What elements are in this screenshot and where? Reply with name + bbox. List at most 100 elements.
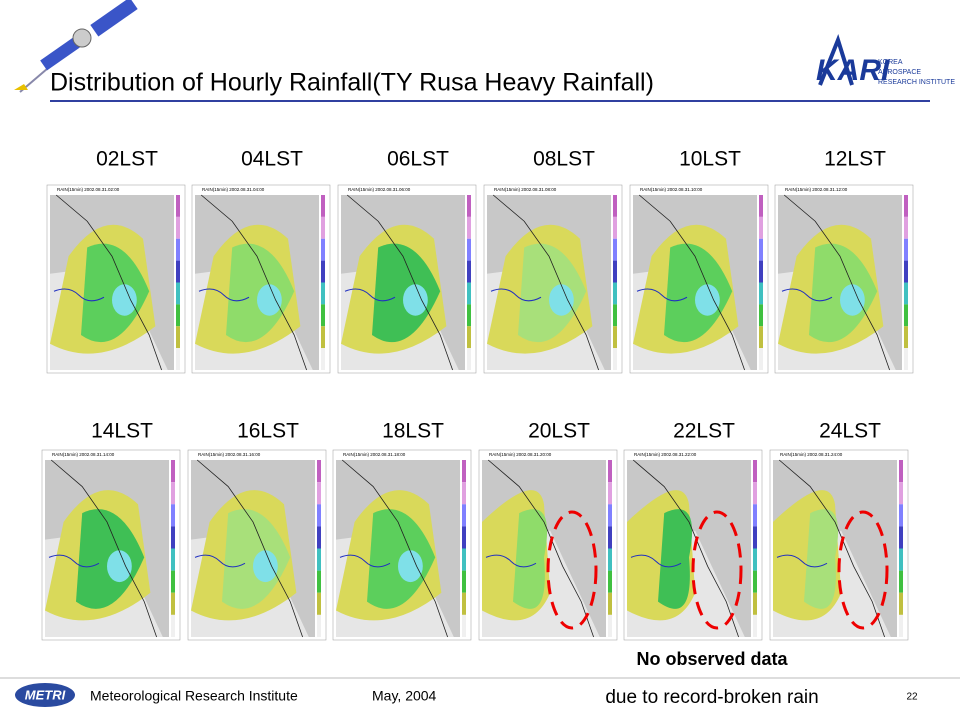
panel-caption: RAIN(15min) 2002.08.31.12:00	[785, 187, 848, 192]
colorbar-cell	[608, 548, 612, 571]
time-label: 16LST	[237, 420, 299, 443]
panel-caption: RAIN(15min) 2002.08.31.06:00	[348, 187, 411, 192]
colorbar-cell	[321, 326, 325, 349]
colorbar-cell	[467, 304, 471, 327]
colorbar-cell	[176, 282, 180, 305]
map-panel: RAIN(15min) 2002.08.31.10:00	[629, 184, 769, 374]
panel-caption: RAIN(15min) 2002.08.31.04:00	[202, 187, 265, 192]
colorbar-cell	[317, 548, 321, 571]
colorbar-cell	[753, 482, 757, 505]
colorbar-cell	[317, 614, 321, 637]
time-label: 12LST	[824, 148, 886, 171]
colorbar-cell	[321, 238, 325, 261]
colorbar-cell	[467, 195, 471, 217]
colorbar-cell	[608, 592, 612, 615]
colorbar-cell	[321, 304, 325, 327]
coastline	[196, 459, 303, 638]
colorbar-cell	[317, 482, 321, 505]
colorbar-cell	[321, 195, 325, 217]
time-label: 06LST	[387, 148, 449, 171]
rain-core	[257, 284, 282, 316]
colorbar-cell	[613, 326, 617, 349]
footer-institute: Meteorological Research Institute	[90, 688, 298, 704]
coastline	[783, 194, 890, 371]
logo-text: METRI	[25, 687, 66, 702]
colorbar-cell	[608, 614, 612, 637]
colorbar-cell	[176, 260, 180, 283]
river	[636, 288, 688, 302]
colorbar-cell	[759, 238, 763, 261]
coastline	[778, 459, 885, 638]
colorbar-cell	[753, 592, 757, 615]
colorbar-cell	[176, 195, 180, 217]
coastline	[492, 194, 599, 371]
colorbar-cell	[759, 348, 763, 370]
colorbar-cell	[171, 504, 175, 527]
map-panel: RAIN(15min) 2002.08.31.22:00	[623, 449, 763, 641]
colorbar-cell	[759, 282, 763, 305]
river	[48, 554, 100, 568]
kari-logo: KARI KOREA AEROSPACE RESEARCH INSTITUTE	[816, 34, 955, 87]
colorbar-cell	[899, 548, 903, 571]
no-data-ellipse	[546, 510, 598, 630]
metri-logo: METRI	[15, 683, 75, 707]
note: due to record-broken rain	[605, 687, 818, 708]
colorbar-cell	[321, 216, 325, 239]
colorbar-cell	[759, 326, 763, 349]
colorbar-cell	[462, 614, 466, 637]
rain-area	[658, 509, 693, 609]
satellite-icon	[14, 0, 138, 93]
rain-core	[840, 284, 865, 316]
colorbar-cell	[904, 348, 908, 370]
colorbar-cell	[608, 570, 612, 593]
colorbar-cell	[904, 260, 908, 283]
colorbar-cell	[613, 282, 617, 305]
logo-text: KARI	[816, 54, 890, 87]
map-panel: RAIN(15min) 2002.08.31.08:00	[483, 184, 623, 374]
colorbar-cell	[467, 348, 471, 370]
panel-caption: RAIN(15min) 2002.08.31.02:00	[57, 187, 120, 192]
river	[53, 288, 105, 302]
colorbar-cell	[171, 460, 175, 483]
river	[630, 554, 682, 568]
no-data-ellipse	[691, 510, 743, 630]
colorbar-cell	[321, 282, 325, 305]
colorbar-cell	[171, 482, 175, 505]
logo-line: RESEARCH INSTITUTE	[878, 79, 955, 86]
colorbar-cell	[899, 504, 903, 527]
coastline	[632, 459, 739, 638]
time-label: 14LST	[91, 420, 153, 443]
colorbar-cell	[753, 570, 757, 593]
colorbar-cell	[317, 526, 321, 549]
coastline	[638, 194, 745, 371]
colorbar-cell	[467, 216, 471, 239]
colorbar-cell	[171, 548, 175, 571]
colorbar-cell	[176, 348, 180, 370]
colorbar-cell	[753, 504, 757, 527]
map-panel: RAIN(15min) 2002.08.31.06:00	[337, 184, 477, 374]
colorbar-cell	[904, 216, 908, 239]
colorbar-cell	[613, 348, 617, 370]
map-panel: RAIN(15min) 2002.08.31.16:00	[187, 449, 327, 641]
rain-core	[112, 284, 137, 316]
colorbar-cell	[467, 326, 471, 349]
colorbar-cell	[317, 460, 321, 483]
river	[198, 288, 250, 302]
river	[776, 554, 828, 568]
map-panel: RAIN(15min) 2002.08.31.18:00	[332, 449, 472, 641]
colorbar-cell	[759, 195, 763, 217]
colorbar-cell	[899, 526, 903, 549]
colorbar-cell	[613, 238, 617, 261]
panel-caption: RAIN(15min) 2002.08.31.22:00	[634, 452, 697, 457]
rain-area	[513, 509, 548, 609]
colorbar-cell	[904, 238, 908, 261]
note: No observed data	[636, 649, 788, 669]
colorbar-cell	[753, 614, 757, 637]
rain-core	[253, 550, 278, 583]
colorbar-cell	[176, 326, 180, 349]
colorbar-cell	[321, 348, 325, 370]
time-label: 18LST	[382, 420, 444, 443]
map-panel: RAIN(15min) 2002.08.31.20:00	[478, 449, 618, 641]
logo-line: KOREA	[878, 59, 903, 66]
colorbar-cell	[899, 570, 903, 593]
